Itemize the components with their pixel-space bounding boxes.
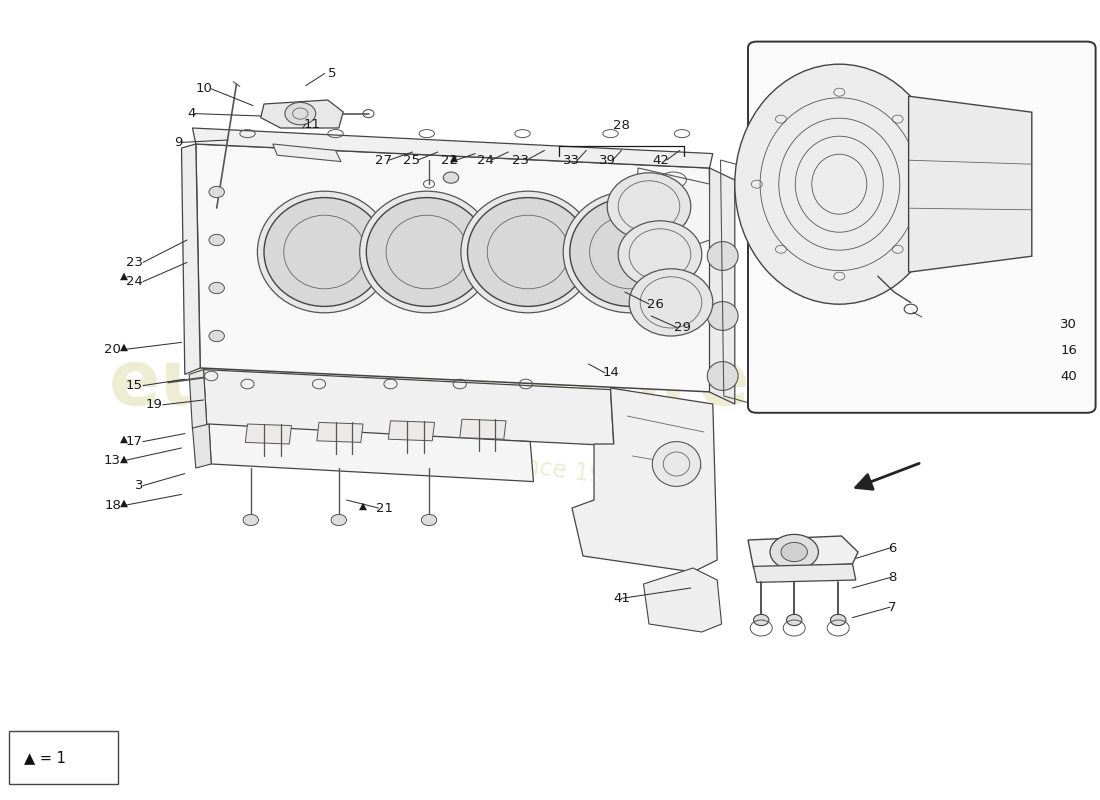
Text: 20: 20: [104, 343, 121, 356]
Text: 21: 21: [376, 502, 393, 514]
Text: 6: 6: [888, 542, 896, 554]
Text: 16: 16: [1060, 344, 1077, 357]
Text: 41: 41: [613, 592, 630, 605]
Polygon shape: [196, 144, 713, 392]
Ellipse shape: [607, 173, 691, 240]
Ellipse shape: [618, 221, 702, 288]
Text: 15: 15: [126, 379, 143, 392]
Text: 39: 39: [600, 154, 616, 166]
Polygon shape: [636, 168, 710, 244]
Text: 42: 42: [652, 154, 669, 166]
Polygon shape: [748, 536, 858, 568]
Polygon shape: [204, 370, 614, 446]
Text: 30: 30: [1060, 318, 1077, 330]
FancyBboxPatch shape: [748, 42, 1096, 413]
Text: 40: 40: [1060, 370, 1077, 383]
Text: ▲: ▲: [120, 454, 129, 463]
Ellipse shape: [443, 172, 459, 183]
Text: ▲: ▲: [120, 498, 129, 508]
Text: 23: 23: [513, 154, 529, 166]
Text: 9: 9: [174, 136, 183, 149]
Text: 14: 14: [603, 366, 619, 379]
Ellipse shape: [366, 198, 487, 306]
Polygon shape: [388, 421, 434, 441]
Text: ▲ = 1: ▲ = 1: [24, 750, 66, 765]
Ellipse shape: [629, 269, 713, 336]
Ellipse shape: [468, 198, 588, 306]
Polygon shape: [710, 168, 735, 404]
Text: 29: 29: [674, 321, 691, 334]
Text: 7: 7: [888, 601, 896, 614]
Text: 18: 18: [104, 499, 121, 512]
Text: 24: 24: [126, 275, 143, 288]
Ellipse shape: [264, 198, 385, 306]
Ellipse shape: [209, 234, 224, 246]
Ellipse shape: [830, 614, 846, 626]
Text: ▲: ▲: [120, 271, 129, 281]
Ellipse shape: [257, 191, 392, 313]
Polygon shape: [261, 100, 343, 128]
Ellipse shape: [461, 191, 595, 313]
Text: 5: 5: [328, 67, 337, 80]
Ellipse shape: [209, 186, 224, 198]
Text: 13: 13: [104, 454, 121, 467]
Text: 25: 25: [404, 154, 420, 166]
Polygon shape: [909, 96, 1032, 272]
Ellipse shape: [563, 191, 697, 313]
Ellipse shape: [209, 330, 224, 342]
Text: 27: 27: [375, 154, 392, 166]
Polygon shape: [317, 422, 363, 442]
Text: ▲: ▲: [359, 501, 367, 510]
Ellipse shape: [707, 302, 738, 330]
Ellipse shape: [786, 614, 802, 626]
Polygon shape: [182, 144, 200, 374]
Text: euromotostore: euromotostore: [108, 347, 750, 421]
Polygon shape: [192, 424, 211, 468]
Ellipse shape: [707, 362, 738, 390]
Text: 4: 4: [187, 107, 196, 120]
Text: 23: 23: [126, 256, 143, 269]
Polygon shape: [460, 419, 506, 439]
Text: 33: 33: [563, 154, 580, 166]
Ellipse shape: [754, 614, 769, 626]
Text: 8: 8: [888, 571, 896, 584]
Ellipse shape: [209, 282, 224, 294]
Text: ▲: ▲: [450, 153, 459, 162]
Polygon shape: [189, 370, 207, 430]
Ellipse shape: [243, 514, 258, 526]
Polygon shape: [754, 564, 856, 582]
Polygon shape: [245, 424, 292, 444]
Text: 19: 19: [146, 398, 163, 411]
Text: 28: 28: [613, 119, 630, 132]
Text: 10: 10: [196, 82, 212, 95]
Polygon shape: [209, 424, 534, 482]
Text: 22: 22: [441, 154, 458, 166]
Ellipse shape: [707, 242, 738, 270]
Ellipse shape: [285, 102, 316, 125]
Polygon shape: [572, 388, 717, 572]
Ellipse shape: [735, 64, 944, 304]
Polygon shape: [273, 144, 341, 162]
Ellipse shape: [421, 514, 437, 526]
Text: 11: 11: [304, 118, 320, 130]
Text: 24: 24: [477, 154, 494, 166]
Ellipse shape: [570, 198, 691, 306]
Text: 26: 26: [647, 298, 663, 310]
Ellipse shape: [360, 191, 494, 313]
Text: a passion for parts since 1985: a passion for parts since 1985: [278, 424, 635, 491]
Text: 17: 17: [126, 435, 143, 448]
Ellipse shape: [781, 542, 807, 562]
Ellipse shape: [331, 514, 346, 526]
Text: ▲: ▲: [120, 434, 129, 444]
Text: ▲: ▲: [120, 342, 129, 352]
Polygon shape: [644, 568, 722, 632]
Polygon shape: [192, 128, 713, 168]
Ellipse shape: [770, 534, 818, 570]
Ellipse shape: [652, 442, 701, 486]
Text: 3: 3: [134, 479, 143, 492]
